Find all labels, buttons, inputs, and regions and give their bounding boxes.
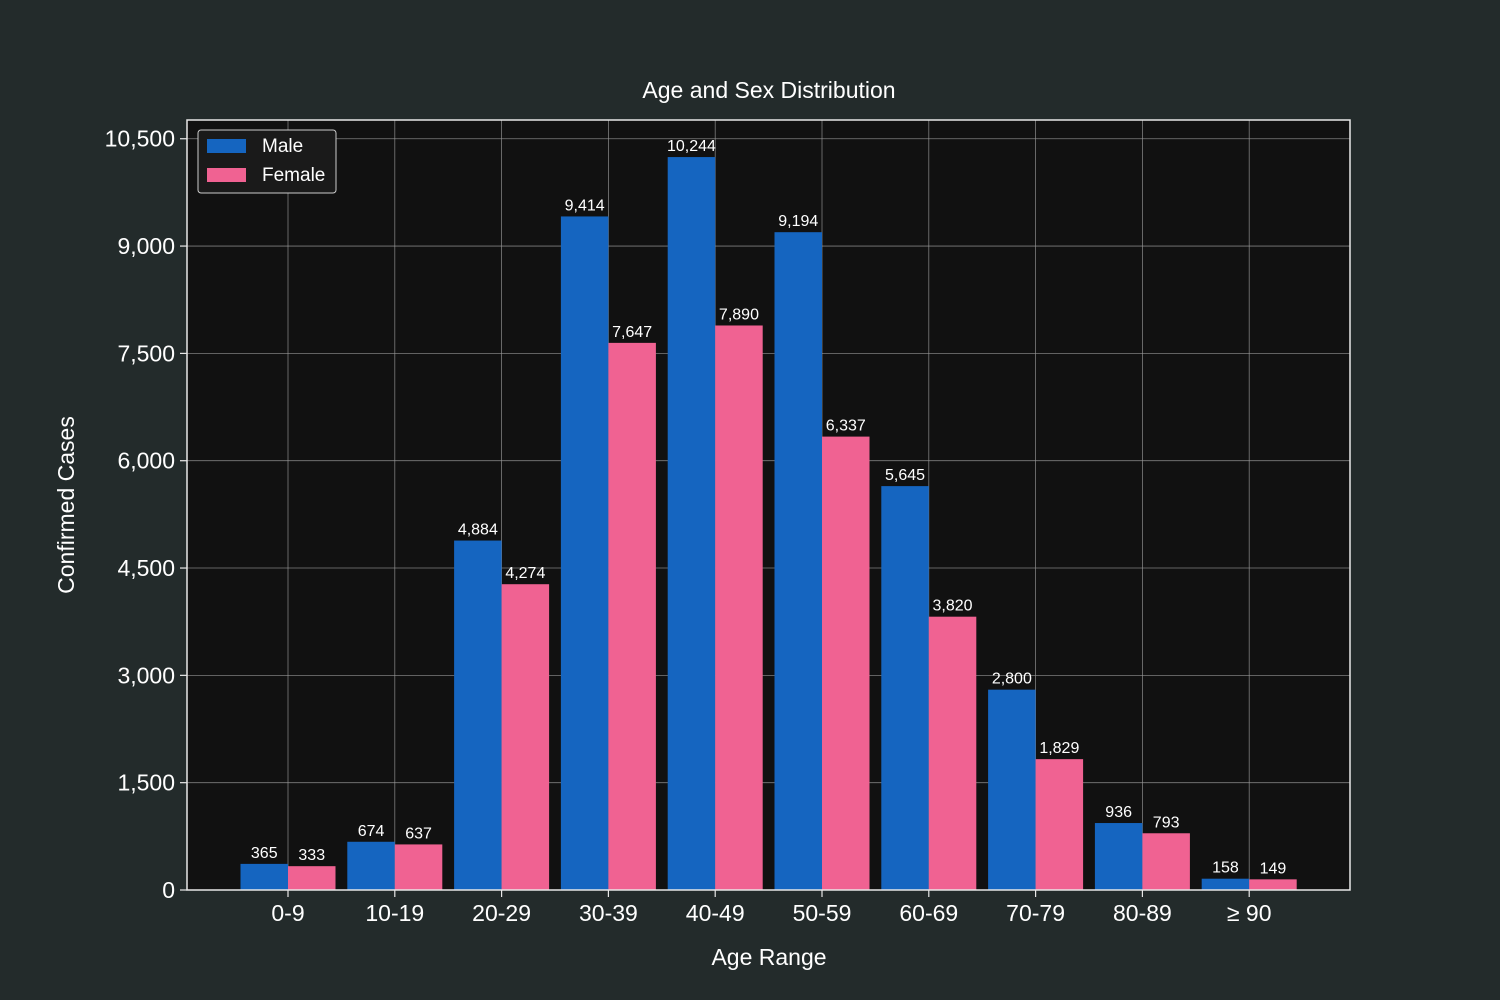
x-tick-label: 40-49 <box>686 900 745 926</box>
bar-female <box>1035 759 1084 890</box>
bars <box>240 157 1297 891</box>
y-axis-label: Confirmed Cases <box>53 416 79 594</box>
data-label-female: 7,647 <box>612 324 652 341</box>
x-tick-label: ≥ 90 <box>1227 900 1272 926</box>
x-tick-label: 0-9 <box>271 900 304 926</box>
data-label-female: 793 <box>1153 814 1180 831</box>
bar-female <box>608 342 656 890</box>
data-label-male: 10,244 <box>667 138 716 155</box>
data-label-male: 5,645 <box>885 467 925 484</box>
legend: Male Female <box>197 129 337 194</box>
data-labels: 365 674 4,884 9,414 10,244 9,194 5,645 2,800 936… <box>251 138 1286 877</box>
bar-male <box>347 841 395 890</box>
bar-female <box>822 436 870 890</box>
chart-title: Age and Sex Distribution <box>642 77 895 103</box>
bar-female <box>501 584 550 890</box>
x-tick-label: 60-69 <box>899 900 958 926</box>
data-label-male: 9,194 <box>778 213 818 230</box>
bar-female <box>928 616 977 890</box>
bar-male <box>1201 878 1250 890</box>
data-label-male: 158 <box>1212 860 1239 877</box>
x-tick-label: 50-59 <box>793 900 852 926</box>
x-axis: 0-9 10-19 20-29 30-39 40-49 50-59 60-69 70-79 80… <box>271 890 1272 926</box>
bar-female <box>394 844 443 890</box>
data-label-female: 149 <box>1260 860 1287 877</box>
bar-female <box>1142 833 1190 890</box>
data-label-male: 4,884 <box>458 522 498 539</box>
data-label-male: 936 <box>1105 804 1132 821</box>
legend-swatch-female <box>207 168 246 182</box>
bar-male <box>560 216 609 890</box>
bar-male <box>454 540 502 890</box>
y-tick-label: 4,500 <box>117 555 175 581</box>
y-axis: 0 1,500 3,000 4,500 6,000 7,500 9,000 10,500 <box>105 126 187 903</box>
data-label-male: 674 <box>358 823 385 840</box>
x-tick-label: 30-39 <box>579 900 638 926</box>
data-label-female: 3,820 <box>933 598 973 615</box>
data-label-male: 2,800 <box>992 671 1032 688</box>
bar-male <box>240 863 288 890</box>
bar-female <box>715 325 763 890</box>
y-tick-label: 3,000 <box>117 662 175 688</box>
bar-male <box>1094 823 1143 890</box>
plot-frame <box>186 119 1351 891</box>
data-label-female: 7,890 <box>719 306 759 323</box>
data-label-female: 1,829 <box>1039 740 1079 757</box>
y-tick-label: 0 <box>162 877 175 903</box>
plot-area <box>187 120 1350 890</box>
x-tick-label: 70-79 <box>1006 900 1065 926</box>
legend-swatch-male <box>207 139 246 153</box>
x-tick-label: 10-19 <box>365 900 424 926</box>
data-label-male: 365 <box>251 845 278 862</box>
y-tick-label: 1,500 <box>117 770 175 796</box>
x-axis-label: Age Range <box>711 944 826 970</box>
legend-label-male: Male <box>262 136 303 157</box>
data-label-male: 9,414 <box>565 197 605 214</box>
x-tick-label: 20-29 <box>472 900 531 926</box>
y-tick-label: 9,000 <box>117 233 175 259</box>
data-label-female: 4,274 <box>505 565 545 582</box>
bar-male <box>774 232 822 891</box>
bar-female <box>1249 879 1297 890</box>
bar-female <box>288 866 336 890</box>
bar-male <box>667 157 716 890</box>
bar-male <box>881 486 929 890</box>
bar-male <box>988 689 1036 890</box>
data-label-female: 6,337 <box>826 418 866 435</box>
x-tick-label: 80-89 <box>1113 900 1172 926</box>
data-label-female: 637 <box>405 825 432 842</box>
y-tick-label: 6,000 <box>117 448 175 474</box>
y-tick-label: 7,500 <box>117 340 175 366</box>
data-label-female: 333 <box>298 847 325 864</box>
y-tick-label: 10,500 <box>105 126 175 152</box>
legend-label-female: Female <box>262 165 325 186</box>
